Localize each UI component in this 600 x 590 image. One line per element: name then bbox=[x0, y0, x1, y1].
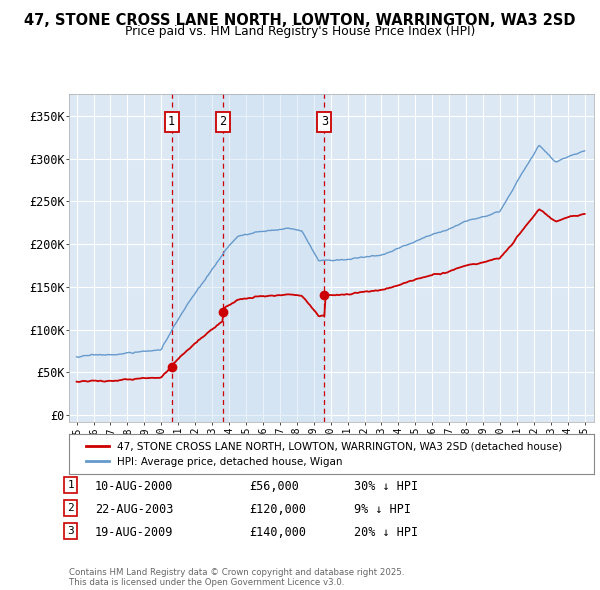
Text: 20% ↓ HPI: 20% ↓ HPI bbox=[354, 526, 418, 539]
Text: 30% ↓ HPI: 30% ↓ HPI bbox=[354, 480, 418, 493]
Bar bbox=[172, 94, 325, 422]
Text: 10-AUG-2000: 10-AUG-2000 bbox=[95, 480, 173, 493]
Text: £140,000: £140,000 bbox=[249, 526, 306, 539]
Text: 19-AUG-2009: 19-AUG-2009 bbox=[95, 526, 173, 539]
Text: Contains HM Land Registry data © Crown copyright and database right 2025.
This d: Contains HM Land Registry data © Crown c… bbox=[69, 568, 404, 587]
Text: 9% ↓ HPI: 9% ↓ HPI bbox=[354, 503, 411, 516]
Text: £56,000: £56,000 bbox=[249, 480, 299, 493]
Text: £120,000: £120,000 bbox=[249, 503, 306, 516]
Text: 22-AUG-2003: 22-AUG-2003 bbox=[95, 503, 173, 516]
Text: 47, STONE CROSS LANE NORTH, LOWTON, WARRINGTON, WA3 2SD: 47, STONE CROSS LANE NORTH, LOWTON, WARR… bbox=[24, 13, 576, 28]
Text: 2: 2 bbox=[67, 503, 74, 513]
Text: 3: 3 bbox=[321, 115, 328, 128]
Text: 1: 1 bbox=[67, 480, 74, 490]
Text: 3: 3 bbox=[67, 526, 74, 536]
Text: Price paid vs. HM Land Registry's House Price Index (HPI): Price paid vs. HM Land Registry's House … bbox=[125, 25, 475, 38]
Legend: 47, STONE CROSS LANE NORTH, LOWTON, WARRINGTON, WA3 2SD (detached house), HPI: A: 47, STONE CROSS LANE NORTH, LOWTON, WARR… bbox=[79, 435, 568, 473]
Text: 1: 1 bbox=[168, 115, 175, 128]
Text: 2: 2 bbox=[220, 115, 227, 128]
